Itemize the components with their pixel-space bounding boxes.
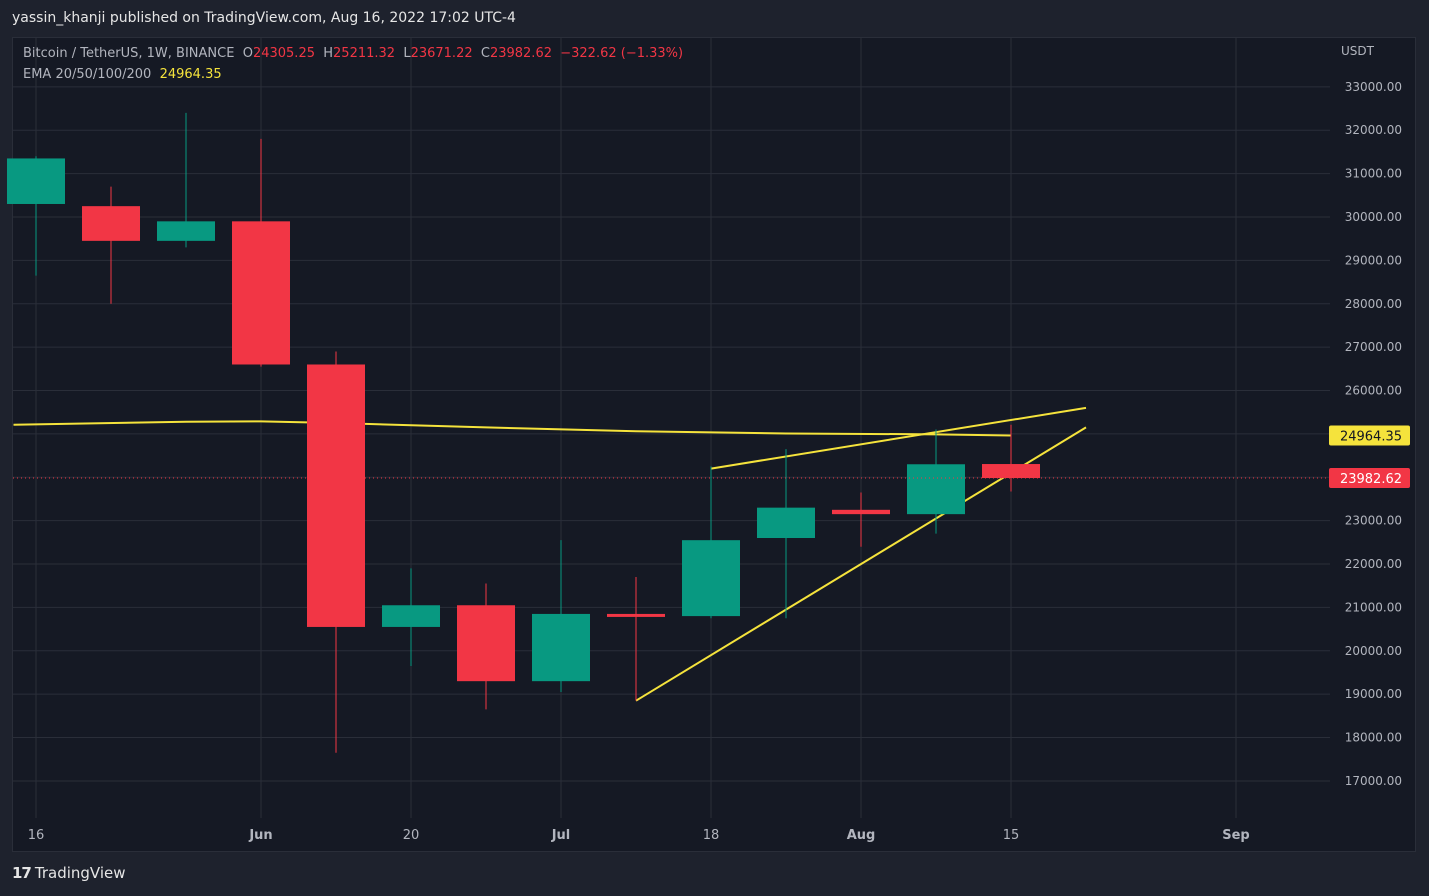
candle-body [382,605,440,627]
x-tick-label: 16 [28,828,45,843]
y-tick-label: 17000.00 [1345,774,1402,788]
x-tick-label: 20 [403,828,420,843]
y-tick-label: 33000.00 [1345,80,1402,94]
brand-name: TradingView [34,864,126,882]
y-tick-label: 27000.00 [1345,340,1402,354]
grid-lines [13,38,1330,818]
top-bar: yassin_khanji published on TradingView.c… [0,0,1429,38]
candle-body [532,613,590,682]
candle [382,568,440,666]
candle-body [607,613,665,617]
chart-legend: Bitcoin / TetherUS, 1W, BINANCE O24305.2… [23,45,683,87]
legend-low-label: L [403,46,411,61]
y-tick-label: 30000.00 [1345,210,1402,224]
y-tick-label: 26000.00 [1345,384,1402,398]
candle-body [307,364,365,627]
candle-body [682,540,740,617]
candle [757,449,815,619]
y-tick-label: 20000.00 [1345,644,1402,658]
legend-close-value: 23982.62 [489,46,552,61]
ema-layer [13,420,1012,437]
legend-high-label: H [323,46,334,61]
candle [907,429,965,534]
x-tick-label: Aug [847,828,876,843]
candle [532,540,590,693]
ema-price-badge-label: 24964.35 [1340,429,1402,444]
trendline-upper [710,406,1087,470]
legend-open-value: 24305.25 [252,46,315,61]
candle-body [907,464,965,515]
x-tick-label: Jun [248,828,272,843]
legend-ema-row[interactable]: EMA 20/50/100/200 24964.35 [23,66,683,87]
candle-body [7,158,65,204]
candles-layer [7,112,1040,753]
legend-symbol: Bitcoin / TetherUS, 1W, BINANCE [23,46,235,61]
last-price-badge [1329,468,1410,489]
candle [982,424,1040,492]
candle [232,138,290,367]
x-tick-label: Jul [551,828,571,843]
candle-body [757,507,815,539]
legend-close-label: C [480,46,490,61]
candle [607,577,665,701]
legend-low-value: 23671.22 [410,46,473,61]
ema-price-badge [1329,425,1410,446]
candle-body [457,605,515,682]
legend-change: −322.62 (−1.33%) [560,46,684,61]
y-axis: USDT 17000.00 18000.00 19000.00 20000.00 2100… [1329,44,1410,788]
legend-open-label: O [242,46,253,61]
ema-line [13,420,1012,437]
y-tick-label: 22000.00 [1345,557,1402,571]
legend-ohlc-row: Bitcoin / TetherUS, 1W, BINANCE O24305.2… [23,45,683,66]
candle-body [157,221,215,241]
x-tick-label: 18 [703,828,720,843]
tradingview-logo-icon: 17 [12,864,32,882]
last-price-badge-label: 23982.62 [1340,472,1402,487]
y-tick-label: 23000.00 [1345,514,1402,528]
y-tick-label: 21000.00 [1345,600,1402,614]
y-tick-label: 32000.00 [1345,123,1402,137]
x-axis: 16 Jun 20 Jul 18 Aug 15 Sep [28,828,1250,843]
candle [457,583,515,710]
candle-body [232,221,290,365]
legend-high-value: 25211.32 [333,46,396,61]
y-tick-label: 18000.00 [1345,731,1402,745]
publisher-text: yassin_khanji published on TradingView.c… [12,10,516,26]
candle [7,156,65,276]
candle-body [982,464,1040,479]
x-tick-label: 15 [1003,828,1020,843]
x-tick-label: Sep [1222,828,1250,843]
candle [832,492,890,547]
candle-body [832,509,890,515]
candle [682,466,740,619]
currency-label: USDT [1341,44,1375,58]
candle [157,112,215,248]
candle-body [82,206,140,241]
footer-brand[interactable]: 17 TradingView [12,864,126,882]
y-tick-label: 19000.00 [1345,687,1402,701]
y-tick-label: 31000.00 [1345,167,1402,181]
legend-ema-label: EMA 20/50/100/200 [23,67,152,82]
legend-ema-value: 24964.35 [159,67,222,82]
candle [82,186,140,304]
chart-frame[interactable] [12,37,1416,852]
y-tick-label: 28000.00 [1345,297,1402,311]
y-tick-label: 29000.00 [1345,253,1402,267]
candle [307,351,365,753]
